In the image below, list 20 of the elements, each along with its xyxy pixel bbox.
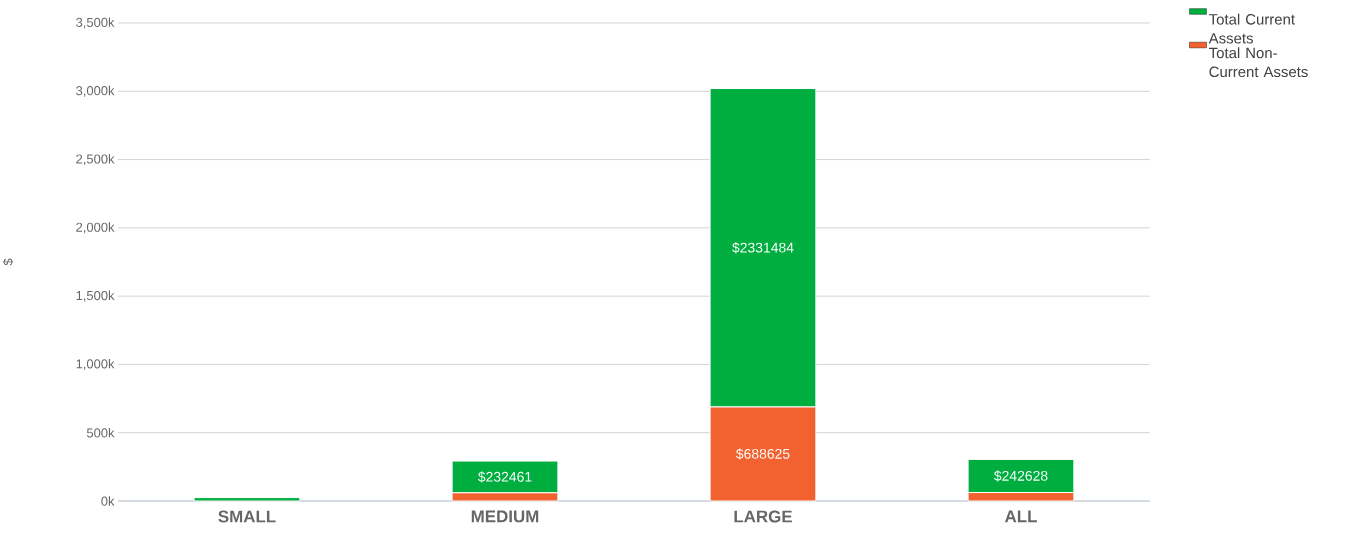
data-label: $232461: [478, 471, 532, 483]
y-tick-label: 3,000k: [76, 85, 115, 97]
data-label: $242628: [993, 470, 1048, 482]
x-tick-label: MEDIUM: [471, 510, 539, 523]
y-tick-label: 2,000k: [76, 222, 115, 234]
data-label: $688625: [735, 448, 790, 460]
legend-label: Total Non-Current Assets: [1209, 47, 1308, 78]
y-axis-title: $: [2, 258, 14, 266]
bar: [193, 497, 301, 502]
data-label: $2331484: [732, 242, 794, 254]
y-tick-label: 3,500k: [76, 17, 115, 29]
x-tick-label: ALL: [1004, 510, 1037, 523]
y-tick-label: 2,500k: [76, 154, 115, 166]
y-tick-label: 500k: [86, 427, 115, 438]
y-tick-label: 1,500k: [76, 290, 115, 302]
legend-label: Total Current Assets: [1208, 13, 1295, 44]
x-tick-label: LARGE: [734, 510, 792, 523]
y-tick-label: 1,000k: [76, 358, 115, 370]
x-tick-label: SMALL: [218, 510, 276, 523]
y-tick-label: 0k: [101, 496, 115, 506]
